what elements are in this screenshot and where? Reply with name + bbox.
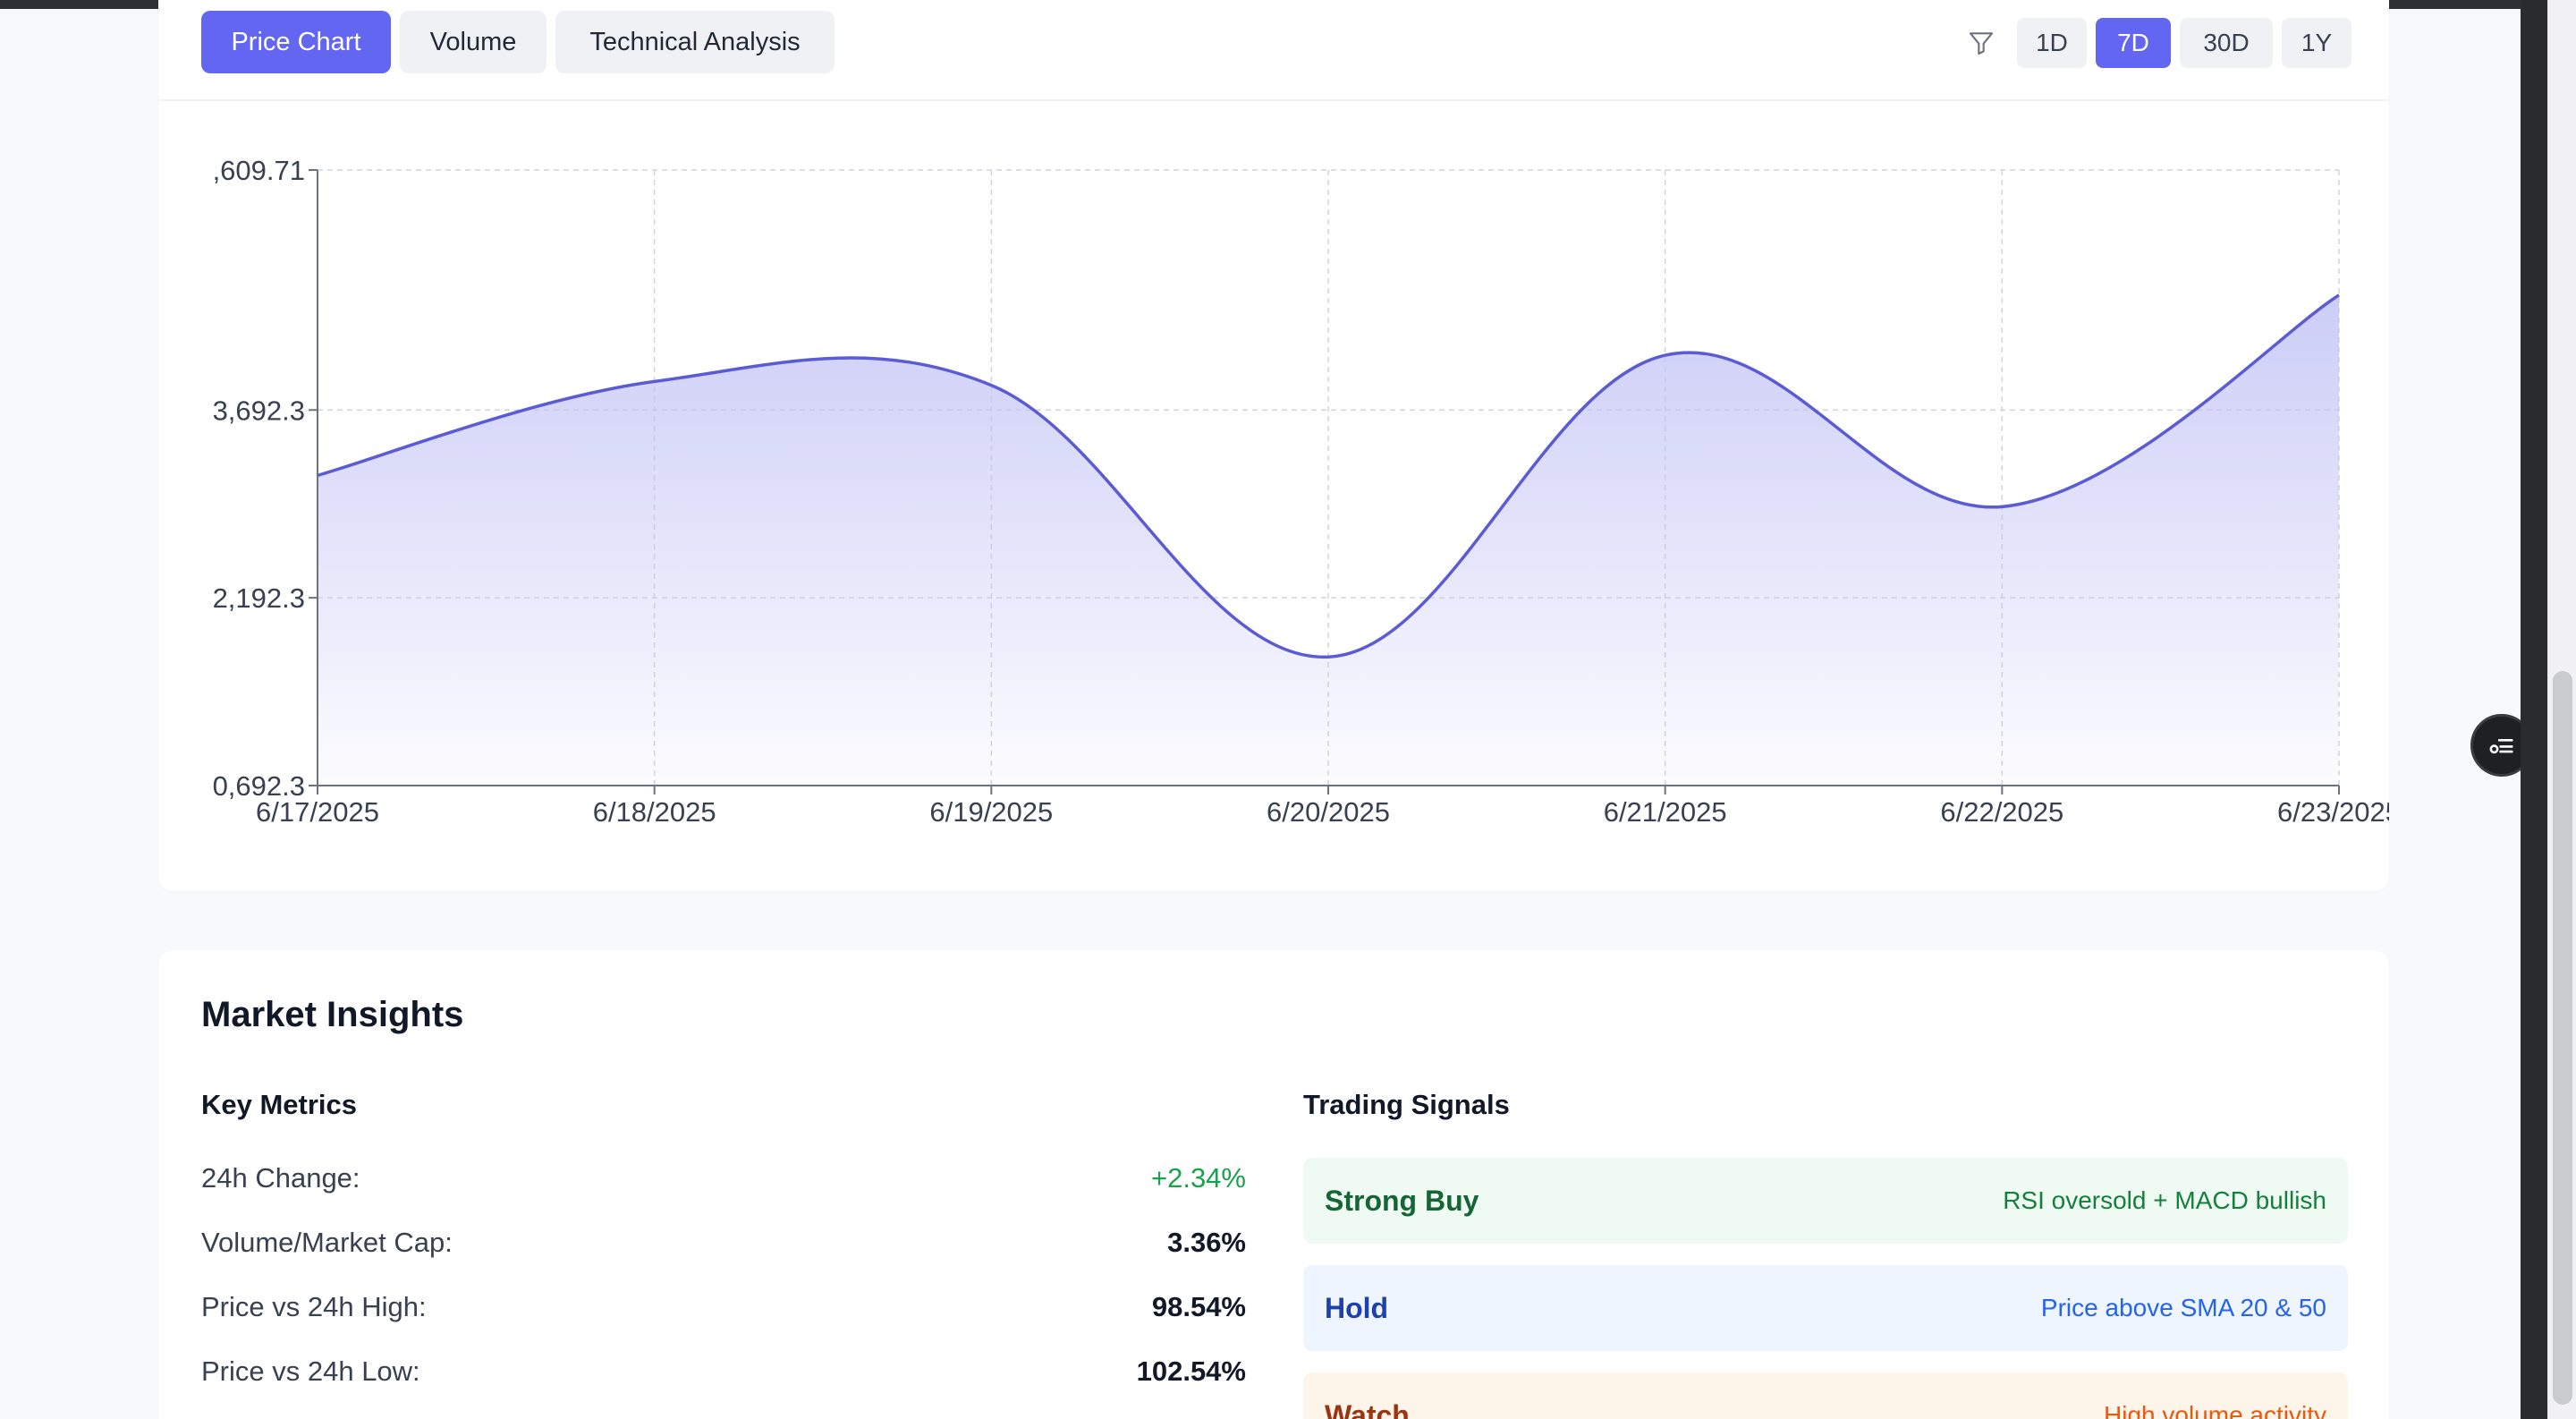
signal-description: Price above SMA 20 & 50 [2040, 1294, 2326, 1321]
x-tick-label: 6/20/2025 [1267, 796, 1390, 828]
signal-description: High volume activity [2104, 1401, 2326, 1419]
metric-label: 24h Change: [201, 1162, 360, 1194]
insights-title: Market Insights [201, 995, 464, 1034]
page-edge [2521, 0, 2547, 1419]
x-tick-label: 6/19/2025 [929, 796, 1053, 828]
metric-price-vs-24h-high: Price vs 24h High: 98.54% [201, 1285, 1246, 1330]
metric-value: +2.34% [1150, 1162, 1246, 1194]
signal-description: RSI oversold + MACD bullish [2003, 1186, 2326, 1214]
y-tick-label: 3,692.3 [213, 395, 305, 426]
x-tick-label: 6/18/2025 [593, 796, 716, 828]
signal-watch: Watch High volume activity [1303, 1372, 2348, 1419]
metric-price-vs-24h-low: Price vs 24h Low: 102.54% [201, 1349, 1246, 1394]
price-line [317, 293, 2340, 659]
signal-name: Strong Buy [1325, 1184, 1479, 1217]
metric-volume-market-cap: Volume/Market Cap: 3.36% [201, 1220, 1246, 1265]
x-tick-label: 6/23/2025 [2277, 796, 2389, 828]
price-area-chart: 6/17/2025 6/18/2025 6/19/2025 6/20/2025 6/21… [213, 155, 2389, 828]
metric-value: 3.36% [1167, 1227, 1246, 1258]
range-30d-button[interactable]: 30D [2180, 18, 2273, 68]
range-1d-button[interactable]: 1D [2017, 18, 2087, 68]
metric-value: 98.54% [1151, 1291, 1246, 1322]
y-tick-label: ,609.71 [213, 155, 305, 186]
metric-label: Volume/Market Cap: [201, 1227, 453, 1258]
y-tick-label: 0,692.3 [213, 770, 305, 802]
price-area-fill [318, 294, 2339, 786]
chart-tabs-row: Price Chart Volume Technical Analysis 1D… [158, 0, 2389, 101]
trading-signals-title: Trading Signals [1303, 1089, 1510, 1120]
signal-name: Hold [1325, 1291, 1389, 1324]
filter-list-icon [2489, 739, 2513, 754]
x-tick-label: 6/21/2025 [1604, 796, 1727, 828]
signal-name: Watch [1325, 1398, 1410, 1419]
tab-volume[interactable]: Volume [400, 11, 547, 73]
signal-hold: Hold Price above SMA 20 & 50 [1303, 1265, 2348, 1351]
x-tick-label: 6/22/2025 [1940, 796, 2063, 828]
range-7d-button[interactable]: 7D [2096, 18, 2171, 68]
key-metrics-title: Key Metrics [201, 1089, 358, 1120]
tab-technical-analysis[interactable]: Technical Analysis [555, 11, 835, 73]
metric-24h-change: 24h Change: +2.34% [201, 1156, 1246, 1201]
filter-icon[interactable] [1967, 29, 1996, 57]
y-tick-label: 2,192.3 [213, 582, 305, 614]
metric-value: 102.54% [1136, 1355, 1246, 1387]
scrollbar-track[interactable] [2547, 0, 2576, 1419]
metric-label: Price vs 24h High: [201, 1291, 427, 1322]
market-insights-card: Market Insights Key Metrics Trading Sign… [158, 950, 2389, 1419]
scrollbar-thumb[interactable] [2553, 671, 2572, 1405]
price-chart-card: Price Chart Volume Technical Analysis 1D… [158, 0, 2389, 891]
metric-label: Price vs 24h Low: [201, 1355, 420, 1387]
signal-strong-buy: Strong Buy RSI oversold + MACD bullish [1303, 1158, 2348, 1244]
x-tick-label: 6/17/2025 [256, 796, 379, 828]
range-1y-button[interactable]: 1Y [2282, 18, 2351, 68]
tab-price-chart[interactable]: Price Chart [201, 11, 391, 73]
